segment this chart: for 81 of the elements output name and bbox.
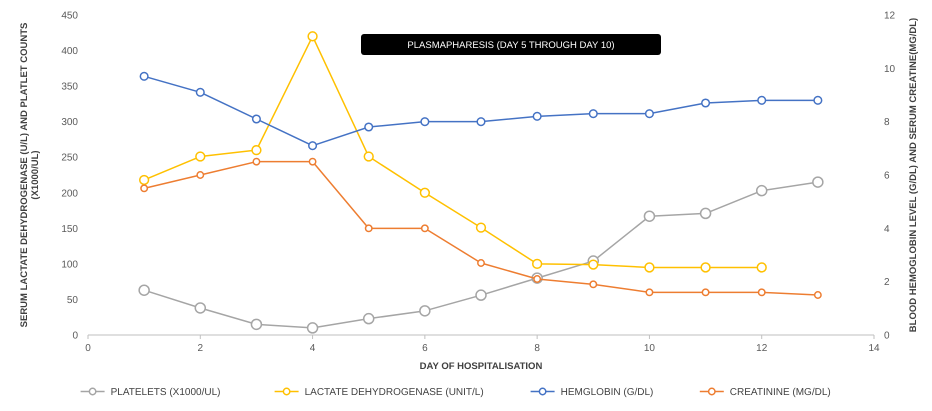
legend-label: LACTATE DEHYDROGENASE (UNIT/L)	[304, 387, 484, 398]
point	[644, 262, 655, 273]
point	[475, 289, 487, 301]
point	[364, 122, 374, 132]
point	[476, 117, 486, 126]
point	[419, 305, 431, 317]
point	[140, 184, 148, 192]
y-tick-label: 400	[61, 46, 78, 58]
point	[702, 288, 710, 296]
legend-label: CREATININE (MG/DL)	[730, 387, 831, 398]
point	[252, 158, 260, 166]
point	[194, 302, 206, 314]
y-tick-label: 450	[61, 10, 78, 22]
legend-label: HEMGLOBIN (G/DL)	[560, 387, 654, 398]
point	[138, 284, 150, 296]
point	[758, 288, 766, 296]
x-tick-label: 4	[310, 343, 316, 354]
point	[477, 259, 485, 267]
y2-tick-label: 6	[884, 170, 890, 182]
x-tick-label: 6	[422, 343, 428, 354]
x-tick-label: 10	[644, 343, 656, 354]
point	[251, 144, 262, 156]
y-tick-label: 350	[61, 82, 78, 93]
point	[700, 262, 711, 273]
y2-tick-label: 8	[884, 117, 890, 128]
point	[813, 96, 822, 105]
x-tick-label: 0	[85, 343, 92, 354]
y-tick-label: 50	[66, 294, 78, 306]
point	[476, 222, 486, 233]
point	[756, 262, 767, 273]
point	[812, 176, 824, 188]
y-tick-label: 300	[61, 117, 78, 128]
y-axis-title: SERUM LACTATE DEHYDROGENASE (U/L) AND PLATLET COUNTS (X1000/UL)	[18, 22, 42, 330]
annotation: PLASMAPHARESIS (DAY 5 THROUGH DAY 10)	[407, 40, 615, 51]
y-tick-label: 0	[72, 330, 78, 342]
point	[645, 288, 654, 296]
point	[362, 312, 374, 324]
point	[589, 280, 598, 288]
point	[308, 141, 318, 150]
point	[701, 98, 710, 108]
point	[138, 174, 150, 186]
y-tick-label: 150	[61, 224, 78, 235]
x-tick-label: 2	[198, 343, 204, 354]
point	[532, 112, 542, 121]
y-tick-label: 200	[61, 188, 78, 200]
x-tick-label: 8	[534, 343, 540, 354]
point	[420, 224, 429, 232]
y2-axis-title: BLOOD HEMOGLOBIN LEVEL (G/DL) AND SERUM CREATINE(MG/DL)	[908, 18, 919, 332]
x-axis-title: DAY OF HOSPITALISATION	[420, 361, 542, 372]
y2-tick-label: 4	[884, 224, 890, 235]
point	[420, 188, 430, 198]
point	[196, 171, 204, 179]
y-tick-label: 250	[61, 152, 78, 164]
point	[306, 322, 318, 334]
point	[700, 208, 712, 220]
y2-tick-label: 0	[884, 330, 890, 342]
point	[588, 259, 598, 270]
x-tick-label: 12	[756, 343, 768, 354]
point	[307, 31, 318, 42]
y2-tick-label: 2	[884, 277, 890, 288]
y2-tick-label: 10	[884, 64, 896, 75]
point	[814, 291, 822, 299]
point	[756, 184, 768, 196]
y2-tick-label: 12	[884, 10, 896, 22]
point	[308, 158, 317, 166]
point	[364, 224, 373, 232]
point	[644, 109, 654, 118]
point	[757, 96, 766, 105]
legend-label: PLATELETS (X1000/UL)	[110, 387, 220, 398]
point	[195, 151, 206, 162]
point	[140, 72, 149, 81]
x-tick-label: 14	[868, 343, 880, 354]
point	[364, 151, 374, 162]
point	[644, 210, 656, 222]
y-tick-label: 100	[61, 259, 78, 270]
point	[588, 109, 598, 118]
point	[532, 258, 542, 270]
point	[250, 318, 262, 330]
point	[420, 117, 430, 126]
point	[252, 114, 261, 124]
point	[196, 88, 205, 97]
